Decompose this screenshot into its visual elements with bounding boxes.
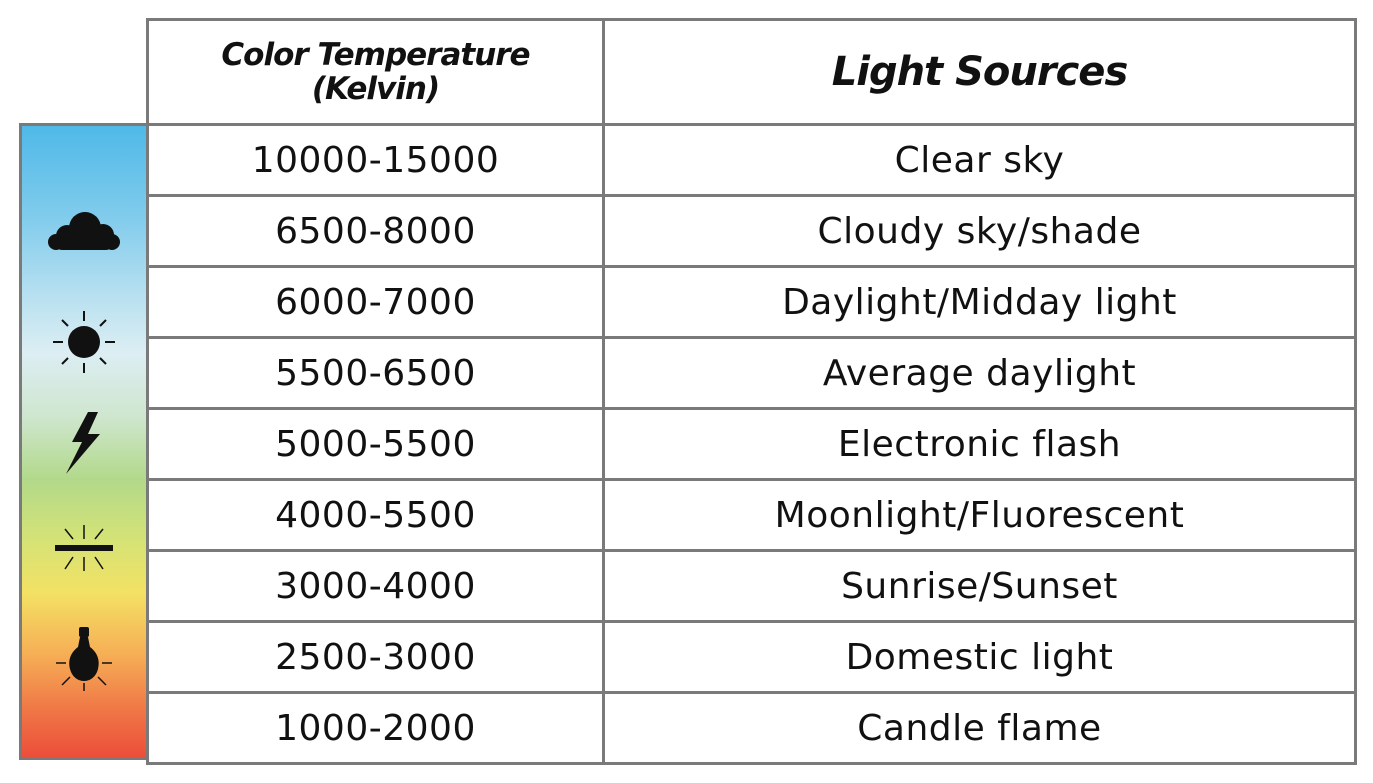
table-row: 3000-4000 Sunrise/Sunset <box>146 549 1357 623</box>
kelvin-range-cell: 10000-15000 <box>146 123 605 197</box>
color-temperature-header-line1: Color Temperature <box>221 37 530 73</box>
kelvin-range-cell: 6500-8000 <box>146 194 605 268</box>
color-temperature-gradient-bar <box>19 123 146 760</box>
kelvin-range-cell: 5000-5500 <box>146 407 605 481</box>
light-source-cell: Cloudy sky/shade <box>602 194 1357 268</box>
light-source-cell: Electronic flash <box>602 407 1357 481</box>
table-row: 6000-7000 Daylight/Midday light <box>146 265 1357 339</box>
light-sources-header: Light Sources <box>602 18 1357 126</box>
table-row: 4000-5500 Moonlight/Fluorescent <box>146 478 1357 552</box>
kelvin-range-cell: 3000-4000 <box>146 549 605 623</box>
table-header-row: Color Temperature (Kelvin) Light Sources <box>146 18 1357 126</box>
light-source-cell: Daylight/Midday light <box>602 265 1357 339</box>
light-source-cell: Clear sky <box>602 123 1357 197</box>
fluorescent-tube-icon <box>22 521 146 577</box>
kelvin-range-cell: 6000-7000 <box>146 265 605 339</box>
light-source-cell: Average daylight <box>602 336 1357 410</box>
light-source-cell: Domestic light <box>602 620 1357 694</box>
table-row: 10000-15000 Clear sky <box>146 123 1357 197</box>
color-temperature-header: Color Temperature (Kelvin) <box>146 18 605 126</box>
table-row: 6500-8000 Cloudy sky/shade <box>146 194 1357 268</box>
cloud-icon <box>22 204 146 260</box>
table-row: 2500-3000 Domestic light <box>146 620 1357 694</box>
lightning-bolt-icon <box>22 411 146 475</box>
table-row: 5000-5500 Electronic flash <box>146 407 1357 481</box>
table-row: 5500-6500 Average daylight <box>146 336 1357 410</box>
light-source-cell: Sunrise/Sunset <box>602 549 1357 623</box>
kelvin-range-cell: 5500-6500 <box>146 336 605 410</box>
kelvin-range-cell: 2500-3000 <box>146 620 605 694</box>
color-temperature-header-line2: (Kelvin) <box>311 71 440 107</box>
color-temperature-table: Color Temperature (Kelvin) Light Sources… <box>146 18 1357 765</box>
light-source-cell: Moonlight/Fluorescent <box>602 478 1357 552</box>
table-row: 1000-2000 Candle flame <box>146 691 1357 765</box>
kelvin-range-cell: 4000-5500 <box>146 478 605 552</box>
sun-icon <box>22 309 146 375</box>
light-bulb-icon <box>22 624 146 692</box>
light-source-cell: Candle flame <box>602 691 1357 765</box>
kelvin-range-cell: 1000-2000 <box>146 691 605 765</box>
